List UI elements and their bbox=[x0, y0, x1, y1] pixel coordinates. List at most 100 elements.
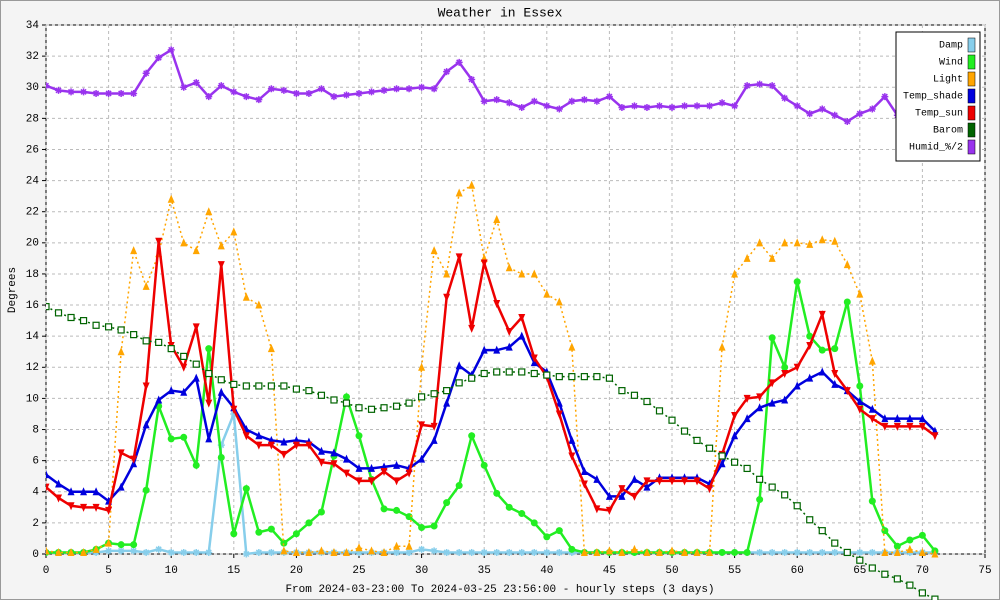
point bbox=[468, 374, 476, 382]
legend-swatch bbox=[967, 105, 976, 121]
point bbox=[117, 482, 125, 491]
point bbox=[455, 253, 463, 262]
legend-box bbox=[895, 31, 981, 162]
point bbox=[618, 387, 626, 395]
point bbox=[580, 96, 588, 104]
point bbox=[167, 46, 175, 54]
point bbox=[843, 260, 851, 269]
point bbox=[368, 546, 376, 555]
point bbox=[393, 541, 401, 550]
point bbox=[418, 421, 426, 430]
series-line bbox=[46, 281, 936, 554]
point bbox=[142, 69, 150, 77]
point bbox=[706, 485, 714, 494]
series bbox=[46, 303, 939, 600]
point bbox=[806, 110, 814, 118]
y-axis-label: Degrees bbox=[7, 267, 19, 313]
point bbox=[317, 391, 326, 399]
point bbox=[317, 446, 325, 455]
legend: Damp Wind Light Temp_shade Temp_sun Barom Humi… bbox=[895, 31, 981, 162]
point bbox=[468, 75, 476, 83]
point bbox=[317, 508, 325, 516]
point bbox=[868, 497, 876, 505]
y-tick-label: 6 bbox=[32, 456, 39, 468]
point bbox=[380, 404, 388, 412]
point bbox=[768, 82, 776, 90]
point bbox=[518, 269, 526, 278]
point bbox=[493, 548, 501, 556]
point bbox=[443, 398, 451, 407]
point bbox=[167, 386, 175, 395]
point bbox=[781, 370, 789, 379]
point bbox=[793, 238, 801, 247]
point bbox=[806, 373, 814, 382]
point bbox=[605, 93, 613, 101]
point bbox=[117, 347, 125, 356]
point bbox=[255, 528, 263, 536]
point bbox=[781, 548, 789, 556]
point bbox=[568, 342, 576, 351]
point bbox=[768, 379, 776, 388]
point bbox=[756, 80, 764, 88]
point bbox=[906, 536, 914, 544]
point bbox=[280, 382, 288, 390]
point bbox=[605, 491, 613, 500]
point bbox=[280, 539, 288, 547]
point bbox=[931, 549, 939, 558]
point bbox=[806, 516, 814, 524]
point bbox=[230, 405, 238, 414]
point bbox=[555, 527, 563, 535]
point bbox=[79, 317, 88, 325]
point bbox=[918, 547, 926, 556]
point bbox=[881, 414, 889, 423]
point bbox=[405, 85, 413, 93]
point bbox=[906, 422, 914, 431]
point bbox=[643, 482, 651, 491]
point bbox=[580, 467, 588, 476]
point bbox=[267, 548, 275, 556]
point bbox=[918, 531, 926, 539]
y-tick-label: 30 bbox=[26, 82, 39, 94]
legend-swatch bbox=[967, 54, 976, 70]
point bbox=[155, 395, 163, 404]
point bbox=[80, 88, 88, 96]
point bbox=[280, 437, 288, 446]
point bbox=[768, 253, 776, 262]
point bbox=[180, 548, 188, 556]
point bbox=[518, 314, 526, 323]
point bbox=[818, 105, 826, 113]
point bbox=[856, 405, 864, 414]
point bbox=[430, 547, 438, 555]
point bbox=[781, 491, 789, 499]
point bbox=[367, 405, 376, 413]
point bbox=[868, 356, 876, 365]
point bbox=[781, 395, 789, 404]
legend-swatch bbox=[967, 88, 976, 104]
y-tick-label: 0 bbox=[32, 549, 39, 561]
point bbox=[342, 469, 350, 478]
point bbox=[242, 485, 250, 493]
point bbox=[180, 387, 188, 396]
point bbox=[192, 79, 200, 87]
point bbox=[230, 88, 238, 96]
x-tick-label: 15 bbox=[227, 565, 240, 577]
point bbox=[593, 97, 601, 105]
point bbox=[756, 238, 764, 247]
point bbox=[756, 496, 764, 504]
point bbox=[518, 331, 526, 340]
point bbox=[743, 464, 751, 473]
y-tick-label: 32 bbox=[26, 51, 39, 63]
x-tick-label: 25 bbox=[352, 565, 365, 577]
point bbox=[681, 547, 689, 556]
point bbox=[92, 544, 100, 553]
point bbox=[643, 103, 651, 111]
point bbox=[167, 345, 175, 353]
x-tick-label: 0 bbox=[43, 565, 50, 577]
point bbox=[305, 89, 313, 97]
point bbox=[718, 548, 726, 556]
point bbox=[868, 415, 876, 424]
point bbox=[105, 538, 113, 547]
point bbox=[455, 379, 463, 387]
